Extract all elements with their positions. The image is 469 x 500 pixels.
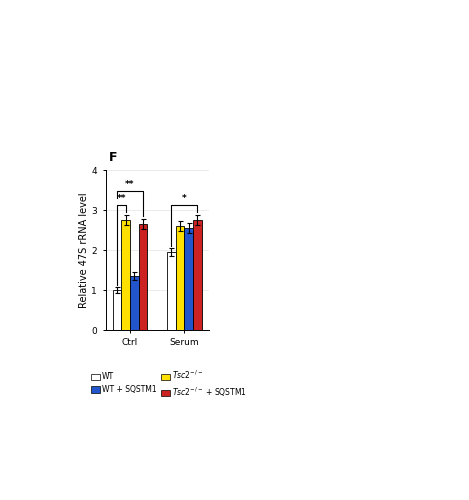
Bar bbox=[193, 220, 202, 330]
Text: *: * bbox=[182, 194, 187, 203]
Legend: WT, WT + SQSTM1, $Tsc2^{-/-}$, $Tsc2^{-/-}$ + SQSTM1: WT, WT + SQSTM1, $Tsc2^{-/-}$, $Tsc2^{-/… bbox=[91, 369, 247, 398]
Y-axis label: Relative 47S rRNA level: Relative 47S rRNA level bbox=[79, 192, 89, 308]
Bar bbox=[130, 276, 139, 330]
Bar bbox=[139, 224, 147, 330]
Bar bbox=[113, 290, 121, 330]
Text: **: ** bbox=[125, 180, 135, 189]
Text: F: F bbox=[109, 151, 118, 164]
Text: **: ** bbox=[116, 194, 126, 203]
Bar bbox=[184, 228, 193, 330]
Bar bbox=[167, 252, 175, 330]
Bar bbox=[175, 226, 184, 330]
Bar bbox=[121, 220, 130, 330]
